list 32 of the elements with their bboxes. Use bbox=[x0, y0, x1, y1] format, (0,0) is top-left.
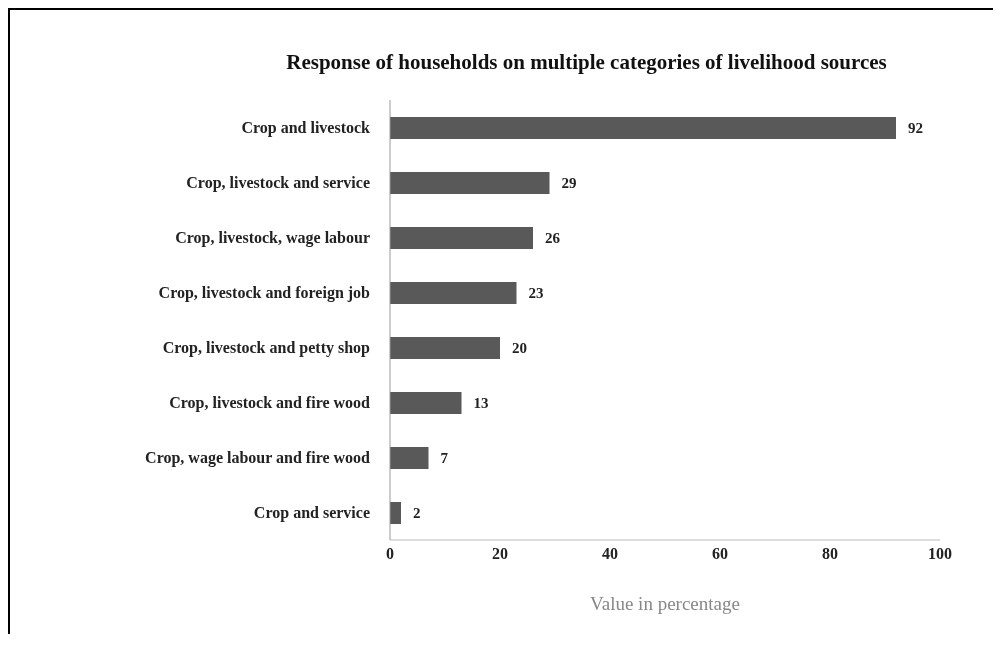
bar bbox=[390, 282, 517, 304]
bar bbox=[390, 447, 429, 469]
y-tick-label: Crop, wage labour and fire wood bbox=[145, 449, 371, 468]
data-label: 23 bbox=[528, 285, 544, 302]
bar bbox=[390, 502, 401, 524]
bar bbox=[390, 337, 500, 359]
x-tick-label: 100 bbox=[928, 545, 952, 563]
x-tick-label: 40 bbox=[602, 545, 618, 563]
data-label: 20 bbox=[512, 340, 527, 357]
y-tick-label: Crop and service bbox=[253, 504, 370, 523]
bar bbox=[390, 172, 550, 194]
chart-title: Response of households on multiple categories of livelihood sources bbox=[285, 49, 888, 75]
x-tick-label: 0 bbox=[386, 545, 394, 563]
y-tick-label: Crop, livestock and service bbox=[186, 174, 370, 193]
bar bbox=[390, 117, 896, 139]
x-tick-label: 60 bbox=[712, 545, 728, 563]
y-tick-label: Crop, livestock and foreign job bbox=[158, 284, 371, 303]
data-label: 29 bbox=[561, 175, 577, 192]
bar bbox=[390, 227, 533, 249]
data-label: 92 bbox=[908, 120, 923, 137]
y-tick-label: Crop and livestock bbox=[241, 119, 371, 138]
bar bbox=[390, 392, 462, 414]
data-label: 26 bbox=[545, 230, 561, 247]
data-label: 7 bbox=[440, 450, 449, 467]
y-tick-label: Crop, livestock, wage labour bbox=[175, 229, 370, 248]
x-tick-label: 80 bbox=[822, 545, 838, 563]
data-label: 13 bbox=[473, 395, 489, 412]
y-tick-label: Crop, livestock and fire wood bbox=[169, 394, 371, 413]
y-tick-label: Crop, livestock and petty shop bbox=[162, 339, 371, 358]
x-axis-title: Value in percentage bbox=[590, 593, 740, 614]
x-tick-label: 20 bbox=[492, 545, 508, 563]
data-label: 2 bbox=[413, 505, 421, 522]
